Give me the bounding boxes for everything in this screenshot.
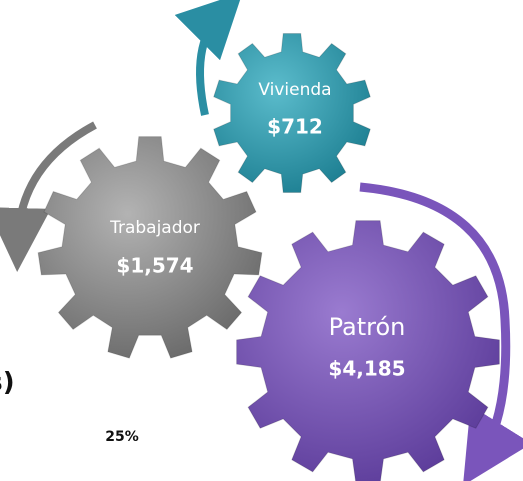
node-label: Patrón bbox=[329, 313, 406, 341]
gear-diagram: Trabajador $1,574 Vivienda $712 Patrón $… bbox=[0, 0, 523, 481]
node-label: Vivienda bbox=[258, 80, 331, 100]
gear bbox=[237, 221, 500, 481]
node-value: $4,185 bbox=[328, 357, 405, 381]
gears bbox=[38, 34, 499, 481]
gear bbox=[38, 137, 262, 359]
percent-fragment: 25% bbox=[105, 429, 139, 445]
arrow-teal bbox=[200, 15, 220, 115]
node-label: Trabajador bbox=[109, 218, 200, 238]
heading-fragment: os) bbox=[0, 368, 15, 398]
node-value: $712 bbox=[267, 115, 323, 139]
page: Trabajador $1,574 Vivienda $712 Patrón $… bbox=[0, 0, 523, 481]
gear bbox=[214, 34, 371, 193]
node-value: $1,574 bbox=[116, 254, 193, 278]
